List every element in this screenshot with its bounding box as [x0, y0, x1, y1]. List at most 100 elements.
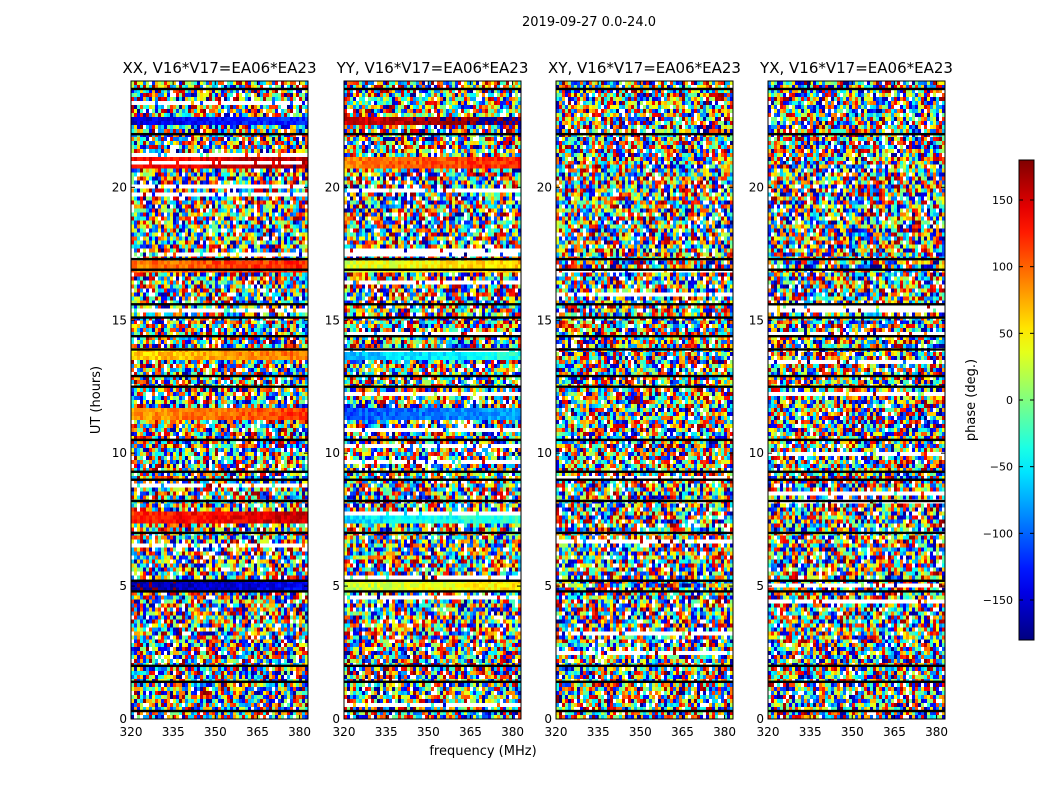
flagged-time-row — [131, 579, 308, 582]
flagged-time-row — [768, 335, 945, 338]
flagged-time-row — [556, 590, 733, 593]
flagged-time-row — [131, 268, 308, 271]
flagged-time-row — [556, 335, 733, 338]
flagged-time-row — [131, 374, 308, 378]
flagged-time-row — [768, 303, 945, 306]
x-tick-label: 320 — [545, 725, 568, 739]
y-tick-label: 5 — [332, 579, 340, 593]
y-tick-label: 0 — [332, 712, 340, 726]
x-tick-label: 350 — [204, 725, 227, 739]
y-tick-label: 20 — [749, 180, 764, 194]
flagged-time-row — [344, 316, 521, 319]
flagged-time-row — [344, 385, 521, 388]
x-tick-label: 350 — [841, 725, 864, 739]
x-tick-label: 350 — [629, 725, 652, 739]
flagged-time-row — [131, 531, 308, 535]
panels: XX, V16*V17=EA06*EA23 320 335 350 365 380 0 5 10… — [112, 59, 953, 739]
flagged-time-row — [131, 438, 308, 442]
panel-title: YY, V16*V17=EA06*EA23 — [336, 59, 529, 77]
x-tick-label: 380 — [713, 725, 736, 739]
panel-title: YX, V16*V17=EA06*EA23 — [759, 59, 953, 77]
flagged-time-row — [344, 470, 521, 473]
y-tick-label: 0 — [756, 712, 764, 726]
y-tick-label: 15 — [537, 313, 552, 327]
flagged-time-row — [344, 709, 521, 713]
y-tick-label: 10 — [112, 446, 127, 460]
flagged-time-row — [768, 579, 945, 582]
colorbar-tick-label: −50 — [990, 461, 1013, 474]
flagged-time-row — [768, 257, 945, 261]
y-tick-label: 15 — [325, 313, 340, 327]
colorbar-tick-label: 50 — [999, 327, 1013, 340]
flagged-time-row — [556, 268, 733, 271]
flagged-time-row — [344, 680, 521, 683]
flagged-time-row — [131, 257, 308, 261]
flagged-time-row — [556, 680, 733, 683]
phase-raster — [768, 81, 945, 719]
panel-xy: XY, V16*V17=EA06*EA23 320 335 350 365 380 0 5 10… — [537, 59, 741, 739]
y-tick-label: 15 — [112, 313, 127, 327]
panel-yx: YX, V16*V17=EA06*EA23 320 335 350 365 380 0 5 10… — [749, 59, 953, 739]
flagged-time-row — [131, 499, 308, 503]
flagged-time-row — [768, 709, 945, 713]
x-tick-label: 320 — [120, 725, 143, 739]
flagged-time-row — [131, 385, 308, 388]
panel-title: XX, V16*V17=EA06*EA23 — [122, 59, 316, 77]
flagged-time-row — [556, 499, 733, 503]
flagged-time-row — [556, 664, 733, 668]
flagged-time-row — [344, 348, 521, 351]
flagged-time-row — [556, 709, 733, 713]
phase-raster — [344, 81, 521, 719]
flagged-time-row — [556, 385, 733, 388]
y-tick-label: 10 — [325, 446, 340, 460]
flagged-time-row — [344, 132, 521, 136]
colorbar-tick-label: −150 — [983, 594, 1013, 607]
flagged-time-row — [556, 316, 733, 319]
x-tick-label: 365 — [246, 725, 269, 739]
x-tick-label: 335 — [587, 725, 610, 739]
x-tick-label: 350 — [417, 725, 440, 739]
flagged-time-row — [131, 335, 308, 338]
flagged-time-row — [131, 348, 308, 351]
flagged-time-row — [344, 303, 521, 306]
x-tick-label: 335 — [162, 725, 185, 739]
colorbar-tick-label: 150 — [992, 194, 1013, 207]
x-tick-label: 335 — [799, 725, 822, 739]
flagged-time-row — [768, 132, 945, 136]
flagged-time-row — [344, 478, 521, 481]
y-tick-label: 20 — [112, 180, 127, 194]
x-tick-label: 365 — [883, 725, 906, 739]
flagged-time-row — [344, 374, 521, 378]
x-tick-label: 380 — [925, 725, 948, 739]
y-tick-label: 5 — [119, 579, 127, 593]
flagged-time-row — [556, 374, 733, 378]
flagged-time-row — [344, 87, 521, 91]
figure-title: 2019-09-27 0.0-24.0 — [522, 15, 656, 30]
flagged-time-row — [768, 438, 945, 442]
flagged-time-row — [131, 664, 308, 668]
flagged-time-row — [131, 680, 308, 683]
flagged-time-row — [556, 531, 733, 535]
x-tick-label: 380 — [501, 725, 524, 739]
phase-raster — [556, 81, 733, 719]
flagged-time-row — [344, 257, 521, 261]
flagged-time-row — [556, 257, 733, 261]
colorbar-tick-label: 0 — [1006, 394, 1013, 407]
flagged-time-row — [556, 579, 733, 582]
y-tick-label: 0 — [119, 712, 127, 726]
panel-frame — [343, 80, 522, 720]
x-tick-label: 365 — [459, 725, 482, 739]
y-axis-label: UT (hours) — [89, 366, 104, 434]
colorbar-tick-label: 100 — [992, 261, 1013, 274]
flagged-time-row — [768, 348, 945, 351]
y-tick-label: 0 — [544, 712, 552, 726]
y-tick-label: 15 — [749, 313, 764, 327]
flagged-time-row — [556, 348, 733, 351]
y-tick-label: 10 — [537, 446, 552, 460]
x-axis-label: frequency (MHz) — [429, 744, 536, 759]
flagged-time-row — [556, 132, 733, 136]
flagged-time-row — [131, 87, 308, 91]
x-tick-label: 320 — [333, 725, 356, 739]
flagged-time-row — [768, 680, 945, 683]
